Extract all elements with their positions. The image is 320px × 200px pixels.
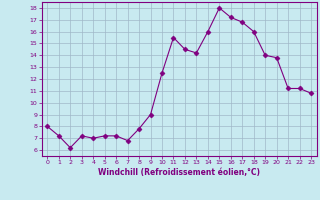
X-axis label: Windchill (Refroidissement éolien,°C): Windchill (Refroidissement éolien,°C): [98, 168, 260, 177]
